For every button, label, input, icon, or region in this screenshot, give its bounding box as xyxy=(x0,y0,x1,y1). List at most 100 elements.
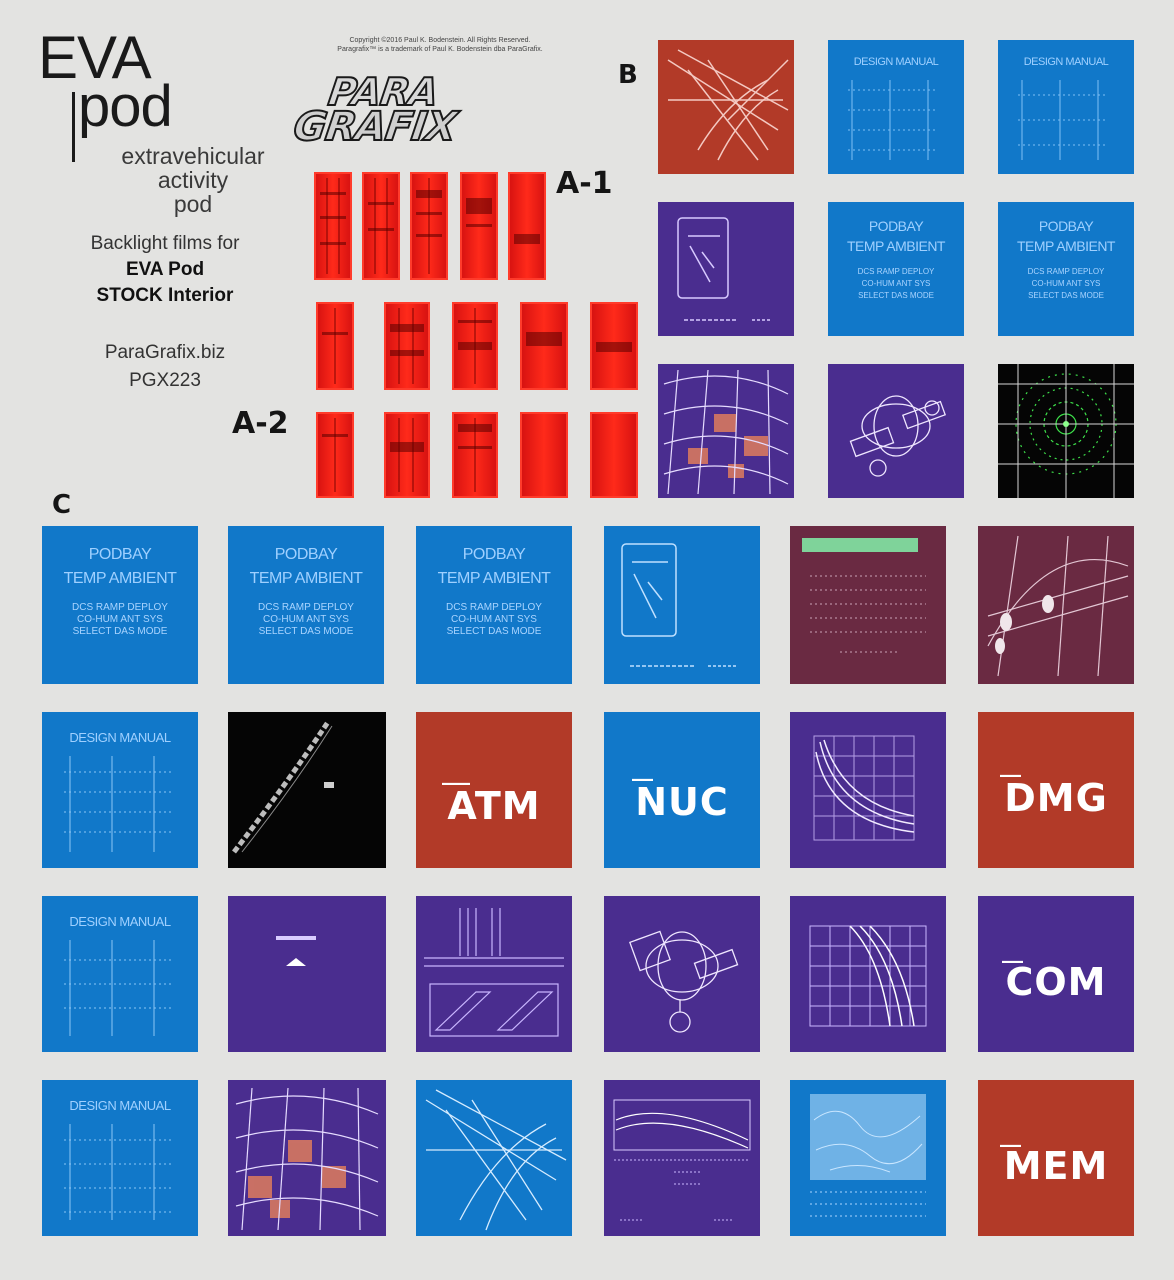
com-label: COM xyxy=(1005,960,1107,1004)
temp-ambient-title: TEMP AMBIENT xyxy=(249,570,363,587)
b-tile-wireframe-red xyxy=(658,40,794,174)
title-eva: EVA xyxy=(38,24,152,91)
mem-label: MEM xyxy=(1003,1144,1109,1188)
terrain-art xyxy=(810,1094,926,1217)
blurb-line-1: Backlight films for xyxy=(90,233,240,254)
label-b: B xyxy=(618,60,638,90)
a2-film-3 xyxy=(452,302,498,390)
temp-ambient-title: TEMP AMBIENT xyxy=(847,238,945,254)
c-tile-document-blue xyxy=(604,526,760,684)
b-tile-podbay-2: PODBAY TEMP AMBIENT DCS RAMP DEPLOY CO-H… xyxy=(998,202,1134,336)
c-tile-dmg: ▬▬▬ DMG xyxy=(978,712,1134,868)
design-manual-title: DESIGN MANUAL xyxy=(853,56,939,68)
b-tile-design-manual-2: DESIGN MANUAL xyxy=(998,40,1134,174)
c-tile-indicator xyxy=(228,896,386,1052)
podbay-readout: DCS RAMP DEPLOY CO-HUM ANT SYS SELECT DA… xyxy=(258,602,354,637)
blurb-bold-2: STOCK Interior xyxy=(96,285,234,306)
table-art xyxy=(1018,80,1108,160)
a2-film-1 xyxy=(316,302,354,390)
mem-caption: ▬▬▬ xyxy=(1000,1142,1021,1149)
b-tile-grid-map xyxy=(658,364,794,498)
wave-art xyxy=(613,1099,751,1221)
c-tile-design-manual-2: DESIGN MANUAL xyxy=(42,896,198,1052)
c-tile-atm: ▬▬▬▬ ATM xyxy=(416,712,572,868)
a2-film-7 xyxy=(384,412,430,498)
b-tile-document-purple xyxy=(658,202,794,336)
nuc-label: NUC xyxy=(635,780,729,824)
c-tile-terrain xyxy=(790,1080,946,1236)
b-tile-radar xyxy=(998,364,1134,498)
table-art xyxy=(848,80,938,160)
copyright-line-1: Copyright ©2016 Paul K. Bodenstein. All … xyxy=(349,37,531,44)
product-code: PGX223 xyxy=(129,370,201,391)
b-tile-design-manual-1: DESIGN MANUAL xyxy=(828,40,964,174)
table-art xyxy=(64,940,172,1036)
temp-ambient-title: TEMP AMBIENT xyxy=(63,570,177,587)
design-manual-title: DESIGN MANUAL xyxy=(69,1098,171,1113)
c-tile-mem: ▬▬▬ MEM xyxy=(978,1080,1134,1236)
subtitle-line-2: activity xyxy=(157,167,229,193)
blurb-bold-1: EVA Pod xyxy=(125,259,205,280)
c-tile-com: ▬▬▬ COM xyxy=(978,896,1134,1052)
subtitle-line-3: pod xyxy=(173,191,213,217)
a2-film-2 xyxy=(384,302,430,390)
copyright: Copyright ©2016 Paul K. Bodenstein. All … xyxy=(285,36,595,54)
c-tile-podbay-2: PODBAY TEMP AMBIENT DCS RAMP DEPLOY CO-H… xyxy=(228,526,384,684)
dmg-label: DMG xyxy=(1004,776,1108,820)
b-tile-podbay-1: PODBAY TEMP AMBIENT DCS RAMP DEPLOY CO-H… xyxy=(828,202,964,336)
dmg-caption: ▬▬▬ xyxy=(1000,772,1021,779)
label-c: C xyxy=(52,490,72,520)
subtitle-line-1: extravehicular xyxy=(121,143,265,169)
grid-map-art xyxy=(235,1087,379,1231)
copyright-line-2: Paragrafix™ is a trademark of Paul K. Bo… xyxy=(337,46,543,53)
c-tile-wave-panel xyxy=(604,1080,760,1236)
a1-film-5 xyxy=(508,172,546,280)
radar-art xyxy=(998,364,1134,498)
c-tile-design-manual-1: DESIGN MANUAL xyxy=(42,712,198,868)
podbay-title: PODBAY xyxy=(868,218,924,234)
readout-art xyxy=(802,538,926,653)
label-a1: A-1 xyxy=(556,166,613,201)
c-tile-nuc: ▬▬▬ NUC xyxy=(604,712,760,868)
c-tile-grid-map xyxy=(228,1080,386,1236)
podbay-title: PODBAY xyxy=(88,546,152,563)
a2-film-5 xyxy=(590,302,638,390)
blurb-line-3: STOCK Interior xyxy=(40,284,290,308)
c-tile-graph-grid xyxy=(790,896,946,1052)
a1-film-3 xyxy=(410,172,448,280)
pod-diagram-art xyxy=(849,395,947,477)
a2-film-4 xyxy=(520,302,568,390)
c-tile-graph-decay xyxy=(790,712,946,868)
website: ParaGrafix.biz xyxy=(104,342,226,363)
atm-label: ATM xyxy=(447,784,541,828)
a2-film-9 xyxy=(520,412,568,498)
c-tile-podbay-1: PODBAY TEMP AMBIENT DCS RAMP DEPLOY CO-H… xyxy=(42,526,198,684)
a2-film-6 xyxy=(316,412,354,498)
graph-art xyxy=(813,735,915,841)
logo-line-2: GRAFIX xyxy=(290,103,460,151)
podbay-readout: DCS RAMP DEPLOY CO-HUM ANT SYS SELECT DA… xyxy=(857,267,935,300)
podbay-title: PODBAY xyxy=(274,546,338,563)
table-art xyxy=(64,756,172,852)
podbay-title: PODBAY xyxy=(462,546,526,563)
label-a2: A-2 xyxy=(232,406,289,441)
paragrafix-logo: PARA GRAFIX xyxy=(290,69,492,155)
table-art xyxy=(64,1124,172,1220)
podbay-title: PODBAY xyxy=(1038,218,1094,234)
temp-ambient-title: TEMP AMBIENT xyxy=(437,570,551,587)
c-tile-readout-maroon xyxy=(790,526,946,684)
pod-diagram-art xyxy=(629,930,739,1033)
c-tile-wireframe-blue xyxy=(416,1080,572,1236)
c-tile-design-manual-3: DESIGN MANUAL xyxy=(42,1080,198,1236)
graph-art xyxy=(809,925,927,1027)
b-tile-pod-diagram xyxy=(828,364,964,498)
wireframe-art xyxy=(425,1089,567,1231)
c-tile-podbay-3: PODBAY TEMP AMBIENT DCS RAMP DEPLOY CO-H… xyxy=(416,526,572,684)
design-manual-title: DESIGN MANUAL xyxy=(69,730,171,745)
panels-art xyxy=(424,908,564,1037)
space-station-art xyxy=(232,720,334,854)
atm-caption: ▬▬▬▬ xyxy=(442,780,470,787)
com-caption: ▬▬▬ xyxy=(1002,958,1023,965)
a2-film-8 xyxy=(452,412,498,498)
a1-film-1 xyxy=(314,172,352,280)
